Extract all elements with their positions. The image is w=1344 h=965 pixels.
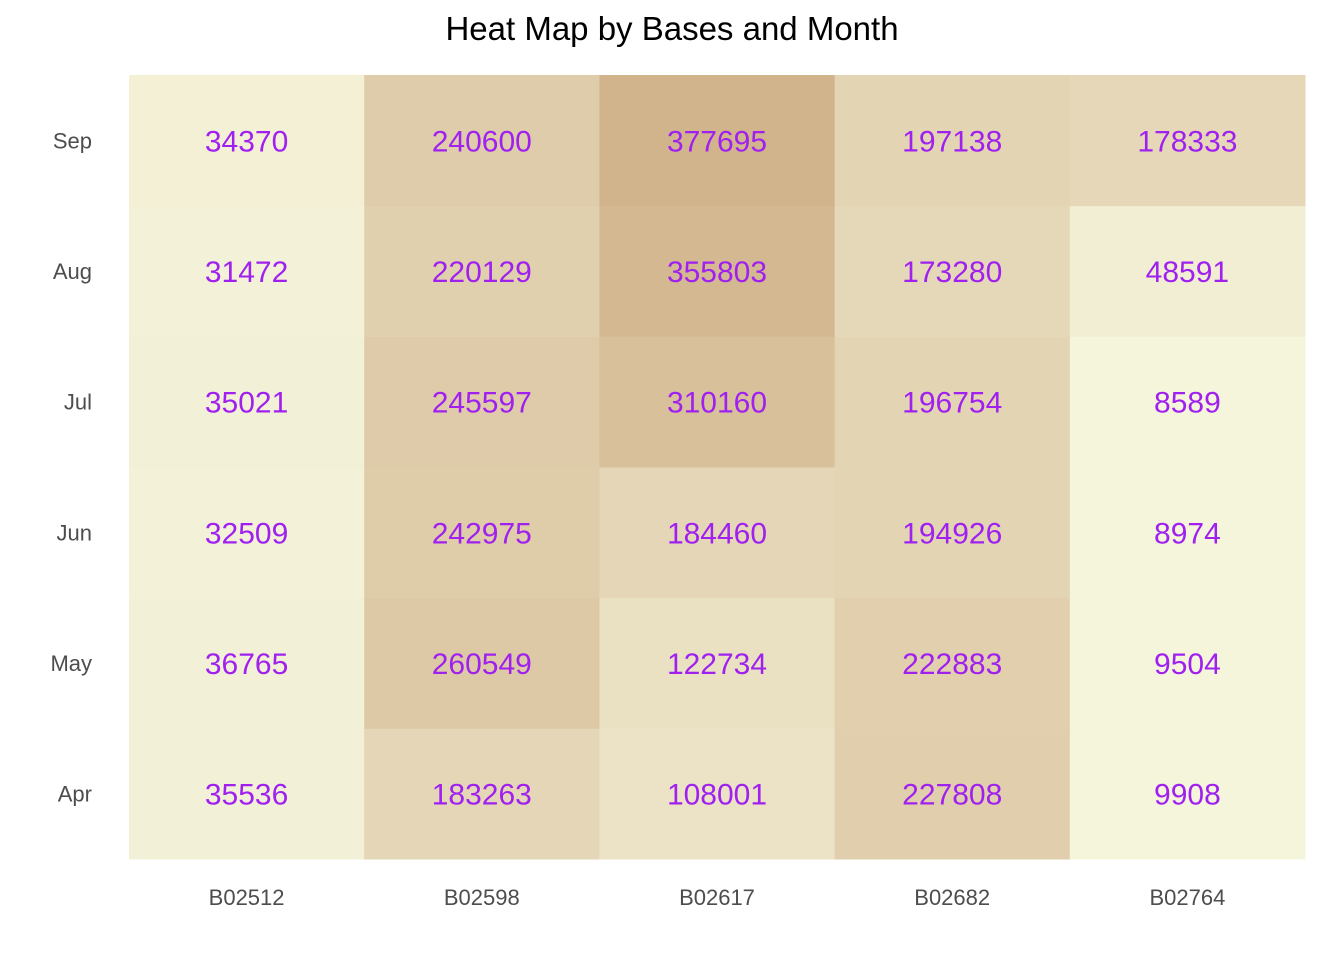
- heatmap-cell-aug-b02682: [834, 205, 1071, 337]
- y-tick-label: Apr: [58, 782, 92, 807]
- cell-value-label: 35536: [205, 779, 288, 812]
- cell-value-label: 178333: [1137, 125, 1237, 158]
- heatmap-cell-may-b02598: [364, 597, 600, 729]
- x-tick-label: B02764: [1149, 885, 1225, 910]
- cell-value-label: 35021: [205, 387, 288, 420]
- cell-value-label: 260549: [432, 648, 532, 681]
- cell-value-label: 227808: [902, 779, 1002, 812]
- heatmap-cell-may-b02617: [599, 597, 836, 729]
- heatmap-cell-apr-b02682: [834, 728, 1071, 860]
- heatmap-cell-jun-b02512: [129, 467, 365, 599]
- cell-value-label: 245597: [432, 387, 532, 420]
- cell-value-label: 32509: [205, 517, 288, 550]
- heatmap-cell-jun-b02598: [364, 467, 600, 599]
- cell-value-label: 183263: [432, 779, 532, 812]
- heatmap-cell-apr-b02598: [364, 728, 600, 860]
- heatmap-cell-aug-b02512: [129, 205, 365, 337]
- y-tick-label: Jul: [64, 390, 92, 415]
- cell-value-label: 108001: [667, 779, 767, 812]
- y-tick-label: Jun: [57, 520, 92, 545]
- heatmap-cell-sep-b02512: [129, 75, 365, 207]
- cell-value-label: 242975: [432, 517, 532, 550]
- cell-value-label: 31472: [205, 256, 288, 289]
- x-tick-label: B02617: [679, 885, 755, 910]
- cell-value-label: 9504: [1154, 648, 1221, 681]
- cell-value-label: 197138: [902, 125, 1002, 158]
- heatmap-cell-jun-b02764: [1069, 467, 1306, 599]
- cell-value-label: 240600: [432, 125, 532, 158]
- heatmap-cell-jul-b02512: [129, 336, 365, 468]
- cell-value-label: 36765: [205, 648, 288, 681]
- heatmap-cell-sep-b02617: [599, 75, 836, 207]
- x-tick-label: B02512: [209, 885, 285, 910]
- cell-value-label: 310160: [667, 387, 767, 420]
- cell-value-label: 355803: [667, 256, 767, 289]
- heatmap-cell-sep-b02598: [364, 75, 600, 207]
- cell-value-label: 48591: [1146, 256, 1229, 289]
- heatmap-cell-jun-b02617: [599, 467, 836, 599]
- cell-value-label: 377695: [667, 125, 767, 158]
- heatmap-cell-jul-b02682: [834, 336, 1071, 468]
- cell-value-label: 9908: [1154, 779, 1221, 812]
- cell-value-label: 8589: [1154, 387, 1221, 420]
- heatmap-cell-jul-b02764: [1069, 336, 1306, 468]
- cell-value-label: 173280: [902, 256, 1002, 289]
- cell-value-label: 196754: [902, 387, 1002, 420]
- chart-title: Heat Map by Bases and Month: [445, 10, 899, 47]
- heatmap-cell-jul-b02617: [599, 336, 836, 468]
- heatmap-cell-aug-b02764: [1069, 205, 1306, 337]
- cell-value-label: 220129: [432, 256, 532, 289]
- cell-value-label: 8974: [1154, 517, 1221, 550]
- heatmap-cell-sep-b02682: [834, 75, 1071, 207]
- heatmap-cell-aug-b02617: [599, 205, 836, 337]
- cell-value-label: 194926: [902, 517, 1002, 550]
- y-tick-label: Sep: [53, 128, 92, 153]
- cell-value-label: 222883: [902, 648, 1002, 681]
- cell-value-label: 34370: [205, 125, 288, 158]
- heatmap-cell-apr-b02764: [1069, 728, 1306, 860]
- heatmap-cell-sep-b02764: [1069, 75, 1306, 207]
- cell-value-label: 122734: [667, 648, 767, 681]
- x-tick-label: B02682: [914, 885, 990, 910]
- cell-value-label: 184460: [667, 517, 767, 550]
- heatmap-cell-aug-b02598: [364, 205, 600, 337]
- heatmap-cell-may-b02682: [834, 597, 1071, 729]
- heatmap-cell-jun-b02682: [834, 467, 1071, 599]
- heatmap-cell-jul-b02598: [364, 336, 600, 468]
- heatmap-cell-may-b02764: [1069, 597, 1306, 729]
- y-tick-label: Aug: [53, 259, 92, 284]
- y-tick-label: May: [50, 651, 92, 676]
- heatmap-cell-may-b02512: [129, 597, 365, 729]
- heatmap-cell-apr-b02617: [599, 728, 836, 860]
- x-tick-label: B02598: [444, 885, 520, 910]
- heatmap-cell-apr-b02512: [129, 728, 365, 860]
